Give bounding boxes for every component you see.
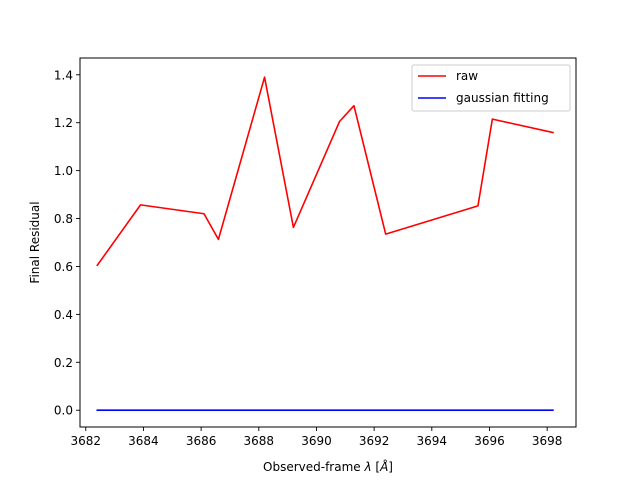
x-tick-label: 3698 — [532, 434, 563, 448]
x-tick-label: 3684 — [128, 434, 159, 448]
x-tick-label: 3690 — [301, 434, 332, 448]
x-tick-label: 3682 — [70, 434, 101, 448]
plot-area — [96, 76, 554, 412]
y-axis-ticks: 0.0 0.2 0.4 0.6 0.8 1.0 1.2 1.4 — [54, 68, 80, 418]
x-tick-label: 3688 — [244, 434, 275, 448]
x-tick-label: 3692 — [359, 434, 390, 448]
y-tick-label: 0.6 — [54, 260, 73, 274]
axes-frame — [79, 57, 577, 428]
legend: raw gaussian fitting — [411, 64, 571, 112]
legend-box — [411, 64, 571, 112]
y-axis-label: Final Residual — [28, 201, 42, 283]
y-tick-label: 1.2 — [54, 116, 73, 130]
legend-label-gaussian-fitting: gaussian fitting — [456, 91, 549, 105]
y-tick-label: 0.2 — [54, 356, 73, 370]
x-axis-label: Observed-frame λ [Å] — [263, 459, 393, 474]
x-tick-label: 3694 — [417, 434, 448, 448]
legend-label-raw: raw — [456, 69, 478, 83]
y-tick-label: 0.0 — [54, 404, 73, 418]
x-axis-ticks: 3682 3684 3686 3688 3690 3692 3694 3696 3698 — [70, 427, 562, 448]
y-tick-label: 1.0 — [54, 164, 73, 178]
series-line-raw — [96, 76, 554, 267]
y-tick-label: 1.4 — [54, 68, 73, 82]
x-tick-label: 3696 — [474, 434, 505, 448]
y-tick-label: 0.8 — [54, 212, 73, 226]
y-tick-label: 0.4 — [54, 308, 73, 322]
x-tick-label: 3686 — [186, 434, 217, 448]
